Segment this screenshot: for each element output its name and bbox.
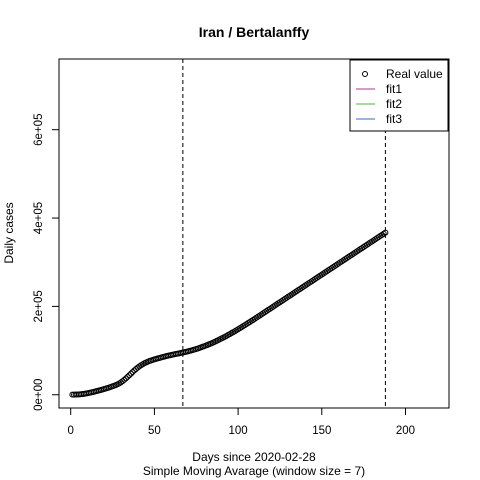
legend-label: fit1 [386,82,402,96]
legend-label: Real value [386,67,443,81]
data-point [129,368,136,375]
data-point [122,375,129,382]
data-point [382,229,389,236]
data-point [127,370,134,377]
y-tick-label: 0e+00 [33,379,45,411]
y-tick-label: 4e+05 [33,202,45,234]
x-tick-label: 0 [68,425,74,437]
x-axis-label: Days since 2020-02-28 [192,450,316,464]
legend-label: fit3 [386,112,402,126]
x-tick-label: 50 [148,425,161,437]
x-axis-sublabel: Simple Moving Avarage (window size = 7) [143,464,365,478]
x-tick-label: 150 [312,425,331,437]
x-tick-label: 100 [229,425,248,437]
x-axis: 0 50 100 150 200 [68,407,415,437]
data-point [121,376,128,383]
data-point [126,372,133,379]
y-axis-label: Daily cases [2,202,16,263]
data-points [69,229,389,398]
y-tick-label: 6e+05 [33,114,45,146]
legend-point-symbol [362,71,368,77]
chart-title: Iran / Bertalanffy [199,24,310,40]
y-tick-label: 2e+05 [33,290,45,322]
legend-label: fit2 [386,97,402,111]
y-axis: 0e+00 2e+05 4e+05 6e+05 [33,114,60,411]
data-point [124,373,131,380]
x-tick-label: 200 [396,425,415,437]
